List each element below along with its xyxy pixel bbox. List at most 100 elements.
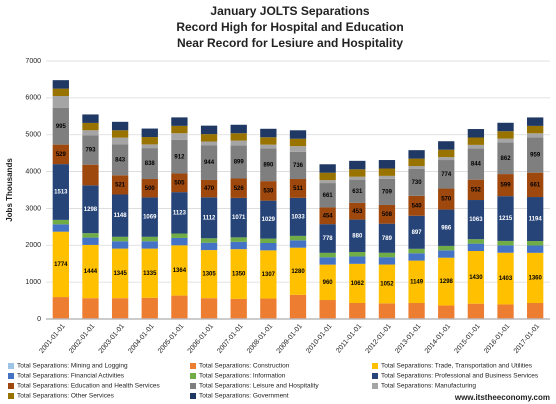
legend-swatch	[8, 363, 14, 369]
x-tick-label: 2017-01-01	[513, 323, 541, 355]
bar-segment	[200, 318, 218, 319]
bar-segment	[82, 318, 99, 319]
bar-segment	[200, 179, 218, 198]
data-label: 570	[441, 197, 452, 203]
bar-segment	[527, 137, 544, 173]
x-tick-label: 2016-01-01	[483, 323, 511, 355]
data-label: 960	[323, 280, 334, 286]
bar-segment	[82, 298, 99, 319]
legend-swatch	[372, 373, 378, 379]
bar-segment	[200, 242, 218, 251]
y-tick-label: 3000	[25, 205, 41, 212]
data-label: 453	[352, 209, 363, 215]
bar-segment	[408, 158, 425, 167]
bar-segment	[141, 318, 158, 319]
x-tick-label: 2007-01-01	[216, 323, 244, 355]
x-tick-label: 2004-01-01	[127, 323, 155, 355]
bar-segment	[408, 215, 425, 249]
bar-segment	[52, 219, 69, 225]
bar-segment	[378, 175, 396, 179]
bar-segment	[289, 240, 307, 248]
chart-subtitle: Record High for Hospital and Education	[176, 20, 403, 34]
bar-segment	[289, 294, 307, 319]
bar-segment	[260, 128, 277, 138]
data-label: 1149	[410, 279, 424, 285]
y-tick-label: 5000	[25, 132, 41, 139]
x-tick-label: 2013-01-01	[394, 323, 422, 355]
bar-segment	[111, 121, 129, 131]
data-label: 1215	[499, 216, 513, 222]
bar-segment	[319, 172, 336, 181]
bar-segment	[82, 244, 99, 299]
bar-segment	[141, 236, 158, 242]
data-label: 500	[145, 186, 156, 192]
bar-segment	[408, 150, 425, 159]
bar-segment	[467, 129, 485, 138]
bar-segment	[349, 263, 366, 303]
bar-segment	[467, 137, 485, 145]
bar-segment	[497, 196, 514, 241]
bar-segment	[141, 148, 158, 179]
data-label: 1513	[54, 190, 68, 196]
data-label: 778	[323, 236, 334, 242]
legend-swatch	[372, 363, 378, 369]
y-tick-label: 2000	[25, 242, 41, 249]
bar-segment	[497, 318, 514, 319]
bar-segment	[289, 247, 307, 295]
bar-segment	[319, 164, 336, 173]
bar-segment	[52, 318, 69, 319]
x-tick-label: 2009-01-01	[276, 323, 304, 355]
data-label: 912	[174, 154, 185, 160]
bar-segment	[438, 141, 455, 150]
bar-segment	[230, 124, 247, 134]
data-label: 1052	[380, 282, 394, 288]
data-label: 508	[382, 212, 393, 218]
bar-segment	[497, 304, 514, 319]
data-label: 530	[263, 188, 274, 194]
bar-segment	[289, 146, 307, 152]
bar-segment	[289, 138, 307, 147]
bar-segment	[467, 239, 485, 244]
bar-segment	[467, 200, 485, 240]
bar-segment	[82, 122, 99, 131]
legend-label: Total Separations: Leisure and Hospitali…	[199, 383, 319, 390]
bar-segment	[319, 183, 336, 208]
bar-segment	[408, 248, 425, 254]
bar-segment	[141, 178, 158, 198]
bar-segment	[408, 318, 425, 319]
data-label: 505	[174, 180, 185, 186]
bar-segment	[497, 252, 514, 305]
bar-segment	[378, 264, 396, 304]
legend-swatch	[372, 383, 378, 389]
data-label: 730	[412, 180, 423, 186]
bar-segment	[289, 178, 307, 198]
legend-label: Total Separations: Government	[199, 393, 289, 400]
data-label: 454	[323, 213, 334, 219]
bar-segment	[438, 209, 455, 246]
data-label: 1033	[291, 214, 305, 220]
bar-segment	[349, 169, 366, 177]
bar-segment	[111, 248, 129, 299]
bar-segment	[467, 303, 485, 319]
bar-segment	[111, 236, 129, 242]
data-label: 736	[293, 163, 304, 169]
bar-segment	[260, 137, 277, 145]
bar-segment	[171, 133, 188, 140]
data-label: 1350	[232, 272, 246, 278]
legend-label: Total Separations: Other Services	[17, 393, 115, 400]
bar-segment	[408, 168, 425, 196]
legend-label: Total Separations: Manufacturing	[381, 383, 476, 390]
x-tick-label: 2005-01-01	[157, 323, 185, 355]
data-label: 661	[530, 182, 541, 188]
data-label: 1307	[262, 272, 276, 278]
bar-segment	[289, 318, 307, 319]
bar-segment	[289, 151, 307, 179]
x-tick-label: 2002-01-01	[68, 323, 96, 355]
data-label: 521	[115, 182, 126, 188]
bar-segment	[260, 200, 277, 239]
data-label: 1123	[173, 210, 187, 216]
bar-segment	[378, 257, 396, 265]
bar-segment	[230, 178, 247, 198]
legend-label: Total Separations: Education and Health …	[17, 383, 160, 390]
bar-segment	[230, 145, 247, 179]
